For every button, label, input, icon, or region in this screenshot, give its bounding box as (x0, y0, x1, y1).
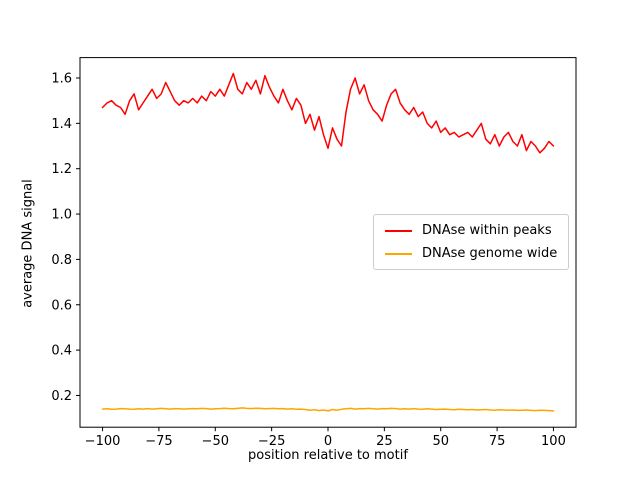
legend-entry: DNAse genome wide (385, 246, 557, 261)
x-tick-label: 0 (324, 434, 332, 449)
x-tick-label: −50 (202, 434, 229, 449)
series-line-0 (101, 72, 555, 154)
legend-line-swatch-red (385, 229, 412, 232)
y-tick-label: 1.6 (51, 72, 72, 87)
y-tick-label: 1.2 (51, 162, 72, 177)
x-tick-label: −75 (145, 434, 172, 449)
legend-label: DNAse genome wide (422, 246, 558, 261)
legend: DNAse within peaks DNAse genome wide (373, 214, 570, 270)
legend-line-swatch-orange (385, 252, 412, 255)
x-axis-label: position relative to motif (248, 448, 408, 463)
x-tick-label: 25 (376, 434, 393, 449)
series-line-1 (101, 407, 555, 412)
y-axis-label: average DNA signal (20, 179, 36, 308)
x-tick-label: −25 (258, 434, 285, 449)
x-tick-label: −100 (85, 434, 121, 449)
x-tick-label: 75 (489, 434, 506, 449)
x-tick-label: 100 (541, 434, 566, 449)
y-tick-label: 1.0 (51, 208, 72, 223)
x-tick-label: 50 (432, 434, 449, 449)
y-tick-label: 0.4 (51, 344, 72, 359)
y-tick-label: 0.8 (51, 253, 72, 268)
y-tick-label: 0.2 (51, 389, 72, 404)
legend-label: DNAse within peaks (422, 223, 552, 238)
y-tick-label: 1.4 (51, 117, 72, 132)
legend-entry: DNAse within peaks (385, 223, 557, 238)
y-tick-label: 0.6 (51, 298, 72, 313)
